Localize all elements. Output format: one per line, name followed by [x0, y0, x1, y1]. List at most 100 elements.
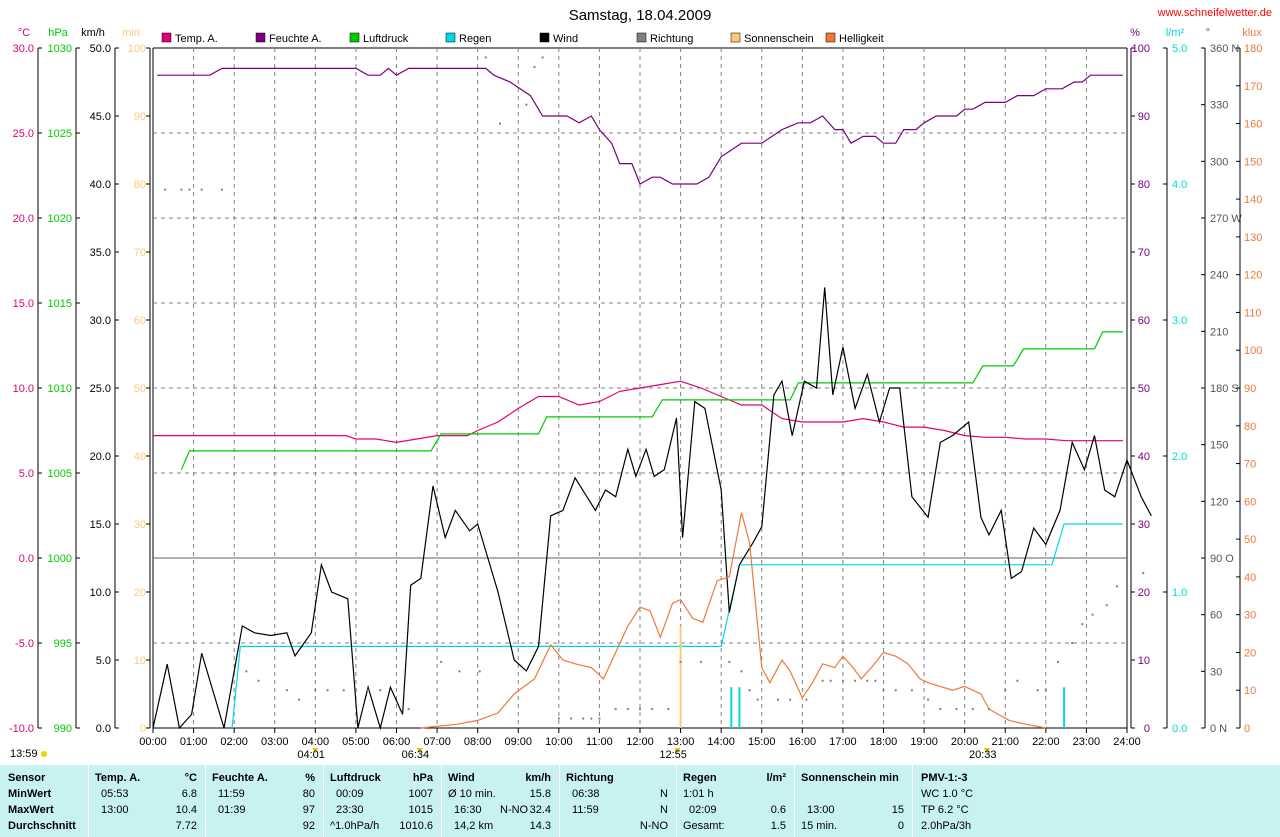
x-tick-label: 13:00: [667, 736, 695, 748]
hdr-pmv: PMV-1:-3: [921, 772, 968, 784]
series-richtung-point: [1016, 679, 1019, 682]
light-axis-tick-label: 80: [1244, 421, 1256, 433]
dir-axis-tick-label: 270 W: [1210, 213, 1242, 225]
wind-axis-tick-label: 45.0: [90, 111, 111, 123]
pmv-min: WC 1.0 °C: [921, 788, 974, 800]
light-axis-tick-label: 10: [1244, 685, 1256, 697]
series-richtung-point: [988, 708, 991, 711]
light-axis-tick-label: 0: [1244, 723, 1250, 735]
x-tick-label: 04:00: [302, 736, 330, 748]
series-richtung-point: [667, 708, 670, 711]
rain-axis-tick-label: 3.0: [1172, 315, 1187, 327]
light-axis-tick-label: 170: [1244, 81, 1262, 93]
series-richtung-point: [614, 708, 617, 711]
series-richtung-point: [458, 670, 461, 673]
dir-axis-tick-label: 120: [1210, 496, 1228, 508]
series-richtung-point: [748, 689, 751, 692]
hum-avg-value: 92: [302, 820, 315, 832]
annotation-label: 04:01: [297, 749, 325, 761]
sun-axis-tick-label: 100: [128, 43, 146, 55]
x-tick-label: 12:00: [626, 736, 654, 748]
hdr-sun: Sonnenschein min: [801, 772, 899, 784]
series-richtung-point: [525, 103, 528, 106]
series-richtung-point: [590, 717, 593, 720]
dir-axis-tick-label: 30: [1210, 666, 1222, 678]
sun-axis-tick-label: 40: [134, 451, 146, 463]
sun-axis-tick-label: 20: [134, 587, 146, 599]
dir-max-time: 11:59: [572, 804, 599, 816]
annotation-label: 12:55: [659, 749, 687, 761]
series-richtung-point: [854, 679, 857, 682]
dir-min-time: 06:38: [572, 788, 600, 800]
series-richtung-point: [188, 188, 191, 191]
col-sun: Sonnenschein min 13:00 15 15 min. 0: [795, 765, 913, 837]
col-rain: Regen l/m² 1:01 h 02:09 0.6 Gesamt: 1.5: [677, 765, 795, 837]
legend-label: Regen: [459, 33, 491, 45]
dir-axis-tick-label: 330: [1210, 100, 1228, 112]
series-richtung-point: [570, 717, 573, 720]
series-richtung-point: [1044, 689, 1047, 692]
unit-sun: min: [122, 27, 140, 39]
press-axis-tick-label: 990: [54, 723, 72, 735]
sun-axis-tick-label: 0: [140, 723, 146, 735]
x-tick-label: 23:00: [1073, 736, 1101, 748]
unit-hum: %: [1130, 27, 1140, 39]
light-axis-tick-label: 40: [1244, 572, 1256, 584]
rain-max-time: 02:09: [689, 804, 717, 816]
series-richtung-point: [440, 660, 443, 663]
legend-label: Wind: [553, 33, 578, 45]
series-richtung-point: [285, 689, 288, 692]
light-axis-tick-label: 20: [1244, 647, 1256, 659]
x-tick-label: 01:00: [180, 736, 208, 748]
temp-max-value: 10.4: [175, 804, 197, 816]
series-richtung-point: [955, 708, 958, 711]
legend-swatch: [730, 32, 741, 43]
press-axis-tick-label: 1000: [48, 553, 72, 565]
x-tick-label: 15:00: [748, 736, 776, 748]
site-url[interactable]: www.schneifelwetter.de: [1157, 7, 1272, 19]
press-axis-tick-label: 1025: [48, 128, 72, 140]
sun-avg-label: 15 min.: [801, 820, 838, 832]
series-richtung-point: [1004, 689, 1007, 692]
series-richtung-point: [1115, 585, 1118, 588]
sun-axis-tick-label: 10: [134, 655, 146, 667]
rain-total-value: 1.5: [770, 820, 786, 832]
dir-axis-tick-label: 90 O: [1210, 553, 1234, 565]
dir-axis-tick-label: 150: [1210, 440, 1228, 452]
col-pmv: PMV-1:-3 WC 1.0 °C TP 6.2 °C 2.0hPa/3h: [913, 765, 1280, 837]
series-richtung-point: [379, 689, 382, 692]
hdr-rain: Regen: [683, 772, 717, 784]
temp-axis-tick-label: 5.0: [19, 468, 34, 480]
light-axis-tick-label: 130: [1244, 232, 1262, 244]
press-axis-tick-label: 1015: [48, 298, 72, 310]
dir-axis-tick-label: 0 N: [1210, 723, 1227, 735]
x-tick-label: 11:00: [586, 736, 613, 748]
hdr-dir: Richtung: [566, 772, 614, 784]
legend-label: Temp. A.: [175, 33, 218, 45]
corner-time-label: 13:59: [10, 748, 38, 760]
light-axis-tick-label: 90: [1244, 383, 1256, 395]
press-min-value: 1007: [408, 788, 433, 800]
plot-area: [152, 56, 1152, 731]
wind-max-dir: N-NO: [500, 804, 529, 816]
x-tick-label: 08:00: [464, 736, 492, 748]
series-richtung-point: [367, 689, 370, 692]
series-richtung-point: [910, 689, 913, 692]
row-min-label: MinWert: [8, 788, 52, 800]
series-richtung-point: [257, 679, 260, 682]
unit-dir: °: [1206, 27, 1210, 39]
series-richtung-point: [326, 689, 329, 692]
col-press: Luftdruck hPa 00:09 1007 23:30 1015 ^1.0…: [324, 765, 442, 837]
legend-swatch: [161, 32, 172, 43]
press-min-time: 00:09: [336, 788, 364, 800]
rain-axis-tick-label: 4.0: [1172, 179, 1187, 191]
x-tick-label: 05:00: [342, 736, 370, 748]
hum-axis-tick-label: 70: [1138, 247, 1150, 259]
wind-axis-tick-label: 20.0: [90, 451, 111, 463]
light-axis-tick-label: 180: [1244, 43, 1262, 55]
wind-axis-tick-label: 15.0: [90, 519, 111, 531]
col-sensor: Sensor MinWert MaxWert Durchschnitt: [0, 765, 89, 837]
sun-marker: [312, 748, 319, 754]
series-richtung-point: [821, 679, 824, 682]
wind-axis-tick-label: 40.0: [90, 179, 111, 191]
